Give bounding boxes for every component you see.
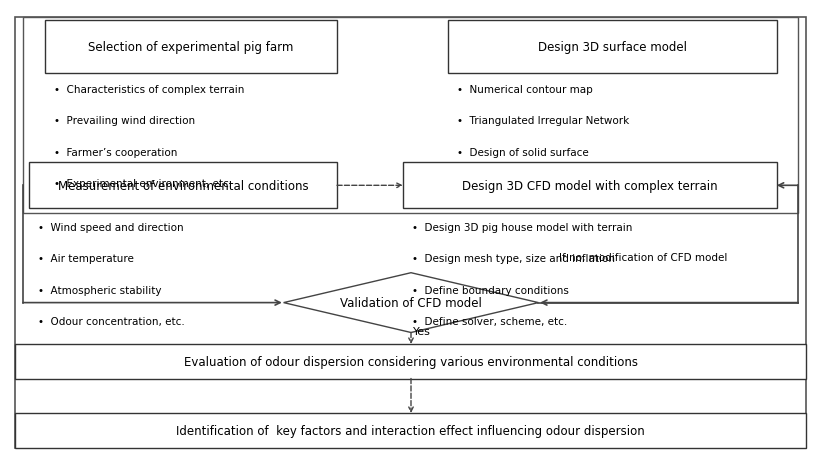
Text: If no, modification of CFD model: If no, modification of CFD model: [559, 252, 727, 262]
Bar: [15, 344, 806, 379]
Text: •  Odour concentration, etc.: • Odour concentration, etc.: [38, 316, 185, 326]
Text: Selection of experimental pig farm: Selection of experimental pig farm: [89, 40, 293, 54]
Text: •  Design mesh type, size and inflation: • Design mesh type, size and inflation: [412, 254, 615, 264]
Text: •  Define solver, scheme, etc.: • Define solver, scheme, etc.: [412, 316, 567, 326]
Text: •  Atmospheric stability: • Atmospheric stability: [38, 285, 161, 295]
Text: Validation of CFD model: Validation of CFD model: [340, 297, 482, 309]
FancyArrowPatch shape: [337, 184, 401, 188]
Text: •  Wind speed and direction: • Wind speed and direction: [38, 223, 183, 233]
Bar: [29, 163, 337, 209]
FancyArrowPatch shape: [409, 333, 413, 343]
Text: •  Triangulated Irregular Network: • Triangulated Irregular Network: [457, 116, 630, 126]
Text: •  Define boundary conditions: • Define boundary conditions: [412, 285, 569, 295]
Text: Evaluation of odour dispersion considering various environmental conditions: Evaluation of odour dispersion consideri…: [183, 355, 638, 368]
Text: Yes: Yes: [413, 326, 431, 336]
Text: Design 3D CFD model with complex terrain: Design 3D CFD model with complex terrain: [462, 179, 718, 192]
Text: •  Experimental environment, etc.: • Experimental environment, etc.: [54, 179, 233, 189]
Text: •  Design 3D pig house model with terrain: • Design 3D pig house model with terrain: [412, 223, 632, 233]
Text: •  Numerical contour map: • Numerical contour map: [457, 85, 593, 95]
Bar: [448, 21, 777, 73]
FancyArrowPatch shape: [409, 379, 413, 412]
Bar: [23, 18, 798, 213]
FancyArrowPatch shape: [542, 301, 798, 305]
Text: •  Air temperature: • Air temperature: [38, 254, 134, 264]
Bar: [403, 163, 777, 209]
Text: Identification of  key factors and interaction effect influencing odour dispersi: Identification of key factors and intera…: [176, 424, 645, 437]
Text: •  Design of solid surface: • Design of solid surface: [457, 147, 589, 157]
Text: Measurement of environmental conditions: Measurement of environmental conditions: [58, 179, 308, 192]
FancyArrowPatch shape: [778, 184, 798, 188]
Text: •  Farmer’s cooperation: • Farmer’s cooperation: [54, 147, 178, 157]
Bar: [15, 413, 806, 448]
Bar: [45, 21, 337, 73]
Text: •  Characteristics of complex terrain: • Characteristics of complex terrain: [54, 85, 245, 95]
Polygon shape: [284, 273, 538, 333]
FancyArrowPatch shape: [23, 301, 280, 305]
Text: Design 3D surface model: Design 3D surface model: [538, 40, 687, 54]
Text: •  Prevailing wind direction: • Prevailing wind direction: [54, 116, 196, 126]
